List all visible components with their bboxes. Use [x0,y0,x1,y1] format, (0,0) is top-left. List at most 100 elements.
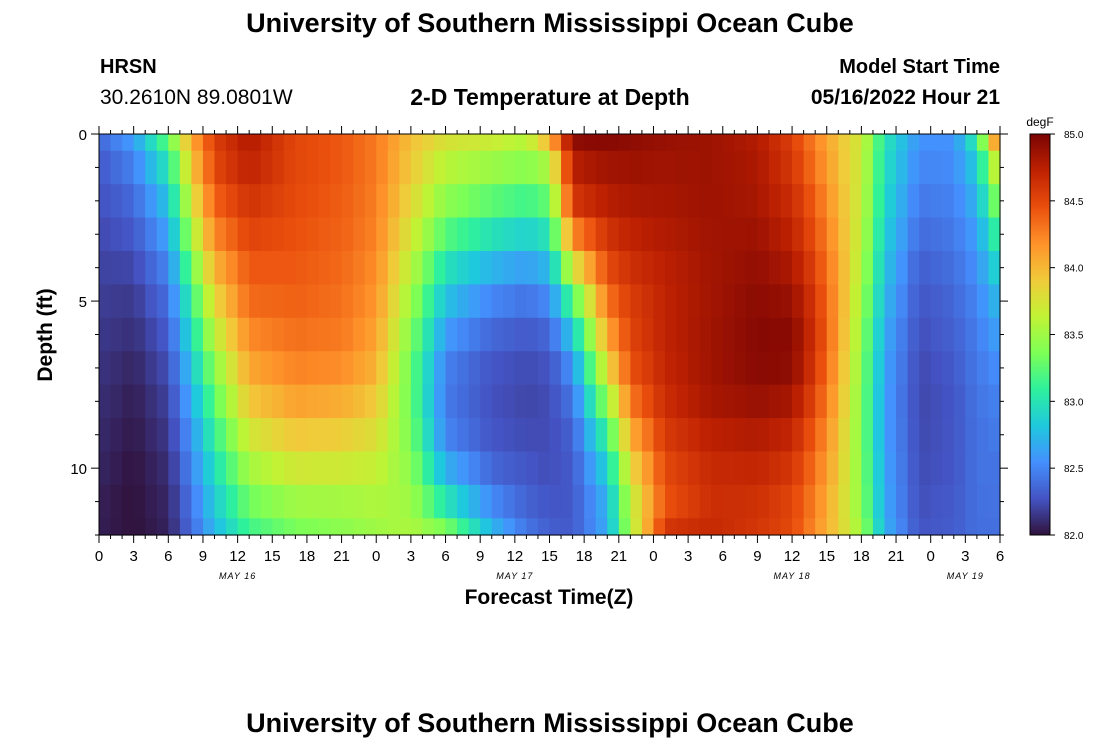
heatmap-cell [930,184,943,219]
heatmap-cell [156,451,169,486]
heatmap-cell [526,484,539,519]
heatmap-cell [156,518,169,536]
heatmap-cell [607,317,620,352]
heatmap-cell [861,484,874,519]
heatmap-cell [988,451,1001,486]
heatmap-cell [122,451,135,486]
heatmap-cell [399,384,412,419]
heatmap-cell [445,484,458,519]
heatmap-cell [306,150,320,185]
heatmap-cell [976,418,990,453]
heatmap-cell [826,418,839,453]
heatmap-cell [919,150,932,185]
y-tick-label: 5 [79,294,87,311]
heatmap-cell [399,451,412,486]
heatmap-cell [907,351,920,386]
heatmap-cell [364,284,377,319]
heatmap-cell [433,351,447,386]
heatmap-cell [376,250,389,285]
heatmap-cell [653,451,666,486]
heatmap-cell [953,518,966,536]
heatmap-cell [387,217,400,252]
heatmap-cell [364,518,377,536]
heatmap-cell [584,317,597,352]
heatmap-cell [295,250,308,285]
heatmap-cell [214,217,227,252]
heatmap-cell [191,484,204,519]
x-tick-label: 12 [507,548,524,565]
heatmap-cell [549,317,562,352]
heatmap-cell [849,317,862,352]
heatmap-cell [306,451,320,486]
heatmap-cell [826,451,839,486]
heatmap-cell [249,351,262,386]
heatmap-cell [272,418,285,453]
heatmap-cell [630,351,643,386]
heatmap-cell [792,317,805,352]
x-tick-label: 6 [996,548,1004,565]
heatmap-cell [861,134,874,152]
heatmap-cell [410,418,424,453]
heatmap-cell [896,250,909,285]
heatmap-cell [584,384,597,419]
heatmap-cell [838,351,851,386]
heatmap-cell [306,217,320,252]
heatmap-cell [202,250,216,285]
heatmap-cell [803,150,816,185]
heatmap-cell [711,250,724,285]
heatmap-cell [387,484,400,519]
heatmap-cell [468,284,481,319]
heatmap-cell [468,484,481,519]
heatmap-cell [584,150,597,185]
heatmap-cell [607,451,620,486]
heatmap-cell [803,317,816,352]
heatmap-cell [330,250,343,285]
heatmap-cell [272,484,285,519]
heatmap-cell [561,184,574,219]
heatmap-cell [919,351,932,386]
heatmap-cell [399,217,412,252]
y-tick-label: 0 [79,127,87,144]
heatmap-cell [734,284,747,319]
heatmap-cell [260,518,273,536]
heatmap-cell [249,150,262,185]
heatmap-cell [318,134,331,152]
heatmap-cell [826,317,839,352]
heatmap-cell [734,134,747,152]
heatmap-cell [433,484,447,519]
heatmap-cell [607,484,620,519]
heatmap-cell [503,284,516,319]
heatmap-cell [422,184,435,219]
chart-subtitle: 2-D Temperature at Depth [410,84,690,110]
heatmap-cell [988,518,1001,536]
heatmap-cell [341,384,354,419]
heatmap-cell [907,250,920,285]
heatmap-cell [976,484,990,519]
heatmap-cell [711,150,724,185]
heatmap-cell [399,351,412,386]
heatmap-cell [630,418,643,453]
heatmap-cell [872,518,886,536]
heatmap-cell [561,351,574,386]
heatmap-cell [399,134,412,152]
heatmap-cell [688,284,701,319]
heatmap-cell [318,184,331,219]
heatmap-cell [734,250,747,285]
heatmap-cell [260,418,273,453]
heatmap-cell [399,317,412,352]
heatmap-cell [722,351,735,386]
heatmap-cell [179,250,193,285]
heatmap-cell [514,217,527,252]
heatmap-cell [861,150,874,185]
heatmap-cell [815,184,828,219]
heatmap-cell [734,484,747,519]
heatmap-cell [133,150,146,185]
heatmap-cell [699,134,712,152]
heatmap-cell [399,518,412,536]
heatmap-cell [202,518,216,536]
heatmap-cell [641,184,655,219]
heatmap-cell [168,150,181,185]
heatmap-cell [457,518,470,536]
heatmap-cell [249,384,262,419]
x-tick-label: 3 [684,548,692,565]
